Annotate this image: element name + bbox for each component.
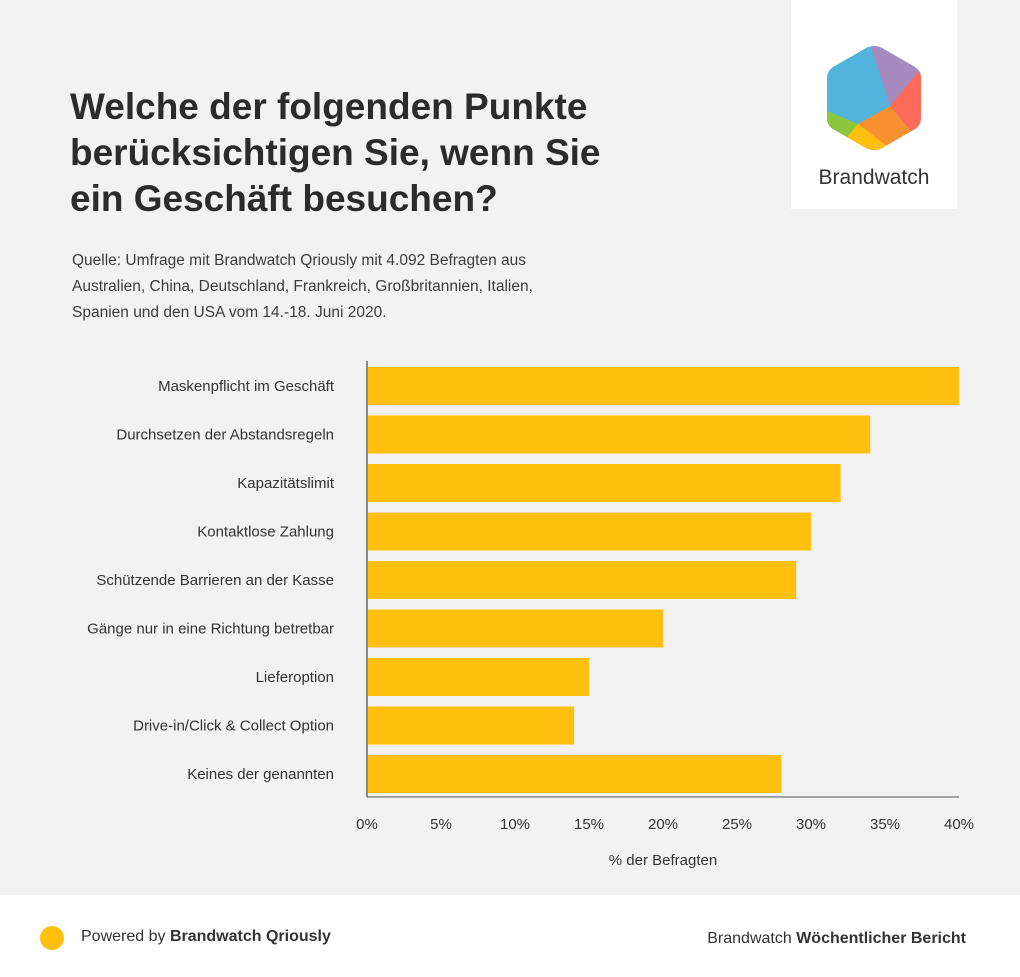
brandwatch-hexagon-icon	[827, 46, 921, 150]
page-title: Welche der folgenden Punkte berücksichti…	[70, 84, 670, 222]
y-tick-label: Lieferoption	[256, 669, 334, 686]
y-tick-label: Kapazitätslimit	[237, 475, 335, 492]
bar	[368, 658, 589, 696]
brandwatch-logo: Brandwatch	[791, 0, 957, 209]
x-axis-title: % der Befragten	[609, 852, 717, 869]
infographic-main: Welche der folgenden Punkte berücksichti…	[70, 0, 975, 869]
footer	[0, 895, 1020, 977]
x-tick-label: 30%	[796, 816, 826, 833]
x-tick-label: 10%	[500, 816, 530, 833]
bar	[368, 706, 575, 745]
x-tick-label: 25%	[722, 816, 752, 833]
x-tick-label: 15%	[574, 816, 604, 833]
logo-text: Brandwatch	[818, 166, 930, 189]
powered-by-text: Powered by Brandwatch Qriously	[81, 928, 331, 946]
y-tick-label: Schützende Barrieren an der Kasse	[96, 572, 334, 589]
source-note: Quelle: Umfrage mit Brandwatch Qriously …	[72, 248, 612, 326]
source-line: Spanien und den USA vom 14.-18. Juni 202…	[72, 304, 387, 321]
y-tick-label: Keines der genannten	[187, 766, 334, 783]
title-line: ein Geschäft besuchen?	[70, 178, 498, 219]
powered-prefix: Powered by	[81, 928, 170, 945]
title-line: berücksichtigen Sie, wenn Sie	[70, 132, 601, 173]
x-tick-label: 40%	[944, 816, 974, 833]
report-prefix: Brandwatch	[707, 930, 797, 947]
y-tick-label: Kontaktlose Zahlung	[197, 524, 334, 541]
report-name: Brandwatch Wöchentlicher Bericht	[707, 930, 966, 948]
bar	[368, 464, 841, 502]
source-line: Quelle: Umfrage mit Brandwatch Qriously …	[72, 252, 527, 269]
x-tick-label: 20%	[648, 816, 678, 833]
x-tick-label: 35%	[870, 816, 900, 833]
bar	[368, 415, 871, 454]
report-title: Wöchentlicher Bericht	[796, 930, 966, 947]
y-tick-label: Gänge nur in eine Richtung betretbar	[87, 621, 334, 638]
bar	[368, 367, 959, 405]
bar	[368, 755, 782, 793]
title-line: Welche der folgenden Punkte	[70, 86, 588, 127]
source-line: Australien, China, Deutschland, Frankrei…	[72, 278, 533, 295]
powered-brand: Brandwatch Qriously	[169, 928, 331, 945]
x-tick-label: 5%	[430, 816, 452, 833]
bar	[368, 512, 811, 551]
y-tick-label: Drive-in/Click & Collect Option	[133, 718, 334, 735]
y-tick-label: Durchsetzen der Abstandsregeln	[116, 427, 334, 444]
bar-chart: Maskenpflicht im Geschäft Durchsetzen der…	[87, 361, 974, 869]
bar	[368, 609, 663, 648]
x-tick-label: 0%	[356, 816, 378, 833]
bar	[368, 561, 797, 599]
qriously-dot-icon	[40, 926, 64, 950]
y-tick-label: Maskenpflicht im Geschäft	[158, 378, 335, 395]
